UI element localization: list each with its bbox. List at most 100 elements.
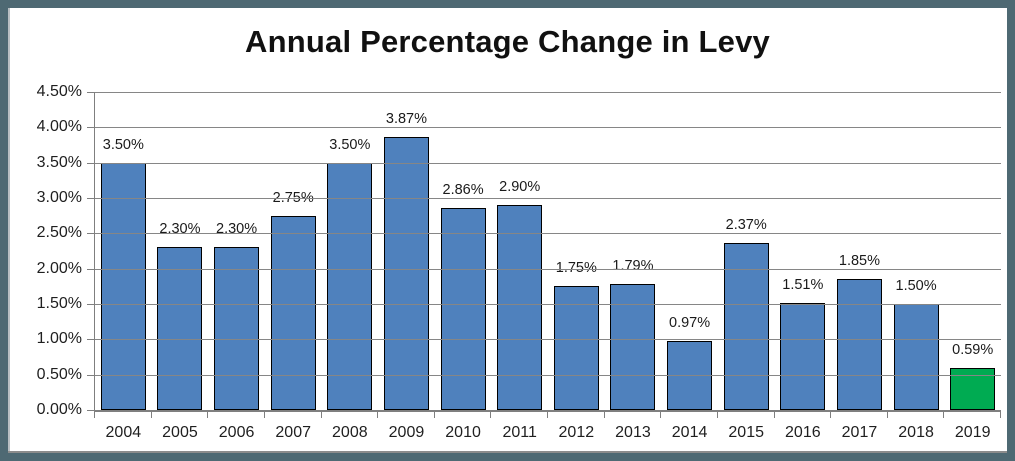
bar-cell-2019: 0.59% — [944, 92, 1001, 410]
bar-value-label: 0.97% — [669, 315, 711, 332]
x-tick-mark — [263, 412, 265, 418]
y-axis-tick-label: 3.00% — [36, 189, 82, 206]
x-axis-tick-label: 2018 — [898, 424, 934, 441]
bar-value-label: 2.37% — [725, 216, 767, 233]
y-tick-mark — [87, 127, 94, 129]
bar-value-label: 1.51% — [782, 277, 824, 294]
bar-2011 — [497, 205, 543, 410]
x-axis-tick-label: 2010 — [445, 424, 481, 441]
bar-value-label: 3.87% — [385, 110, 427, 127]
bar-2005 — [157, 247, 203, 410]
y-axis-tick-label: 2.50% — [36, 224, 82, 242]
bar-cell-2005: 2.30% — [152, 92, 209, 410]
x-tick-mark — [943, 412, 945, 418]
x-tick-mark — [94, 412, 95, 418]
bar-value-label: 1.75% — [555, 260, 597, 277]
x-axis-tick-label: 2004 — [105, 424, 142, 441]
y-axis-tick-label: 2.00% — [36, 259, 82, 277]
x-tick-mark — [1000, 412, 1001, 418]
gridline — [95, 233, 1001, 235]
y-tick-mark — [87, 374, 94, 376]
x-tick-mark — [886, 412, 888, 418]
bar-cell-2006: 2.30% — [208, 92, 265, 410]
bar-2014 — [667, 341, 713, 410]
x-axis-tick-label: 2014 — [671, 424, 708, 441]
bar-2006 — [214, 247, 260, 410]
bar-cell-2012: 1.75% — [548, 92, 605, 410]
gridline — [95, 198, 1001, 199]
x-tick-mark — [377, 412, 379, 418]
bar-series: 3.50% 2.30% 2.30% 2.75% 3.50% 3.87% 2.86% 2.90%… — [95, 92, 1001, 410]
x-tick-mark — [830, 412, 832, 418]
bar-value-label: 2.30% — [216, 221, 258, 238]
x-axis-tick-label: 2008 — [332, 424, 368, 441]
bar-cell-2013: 1.79% — [605, 92, 662, 410]
x-axis-tick-label: 2019 — [954, 424, 991, 441]
y-axis-tick-label: 0.50% — [36, 365, 82, 383]
x-axis-tick-label: 2011 — [502, 424, 537, 441]
gridline — [95, 127, 1001, 129]
bar-2009 — [383, 136, 429, 410]
x-axis-tick-label: 2013 — [615, 424, 651, 441]
y-axis-tick-label: 0.00% — [36, 401, 82, 418]
gridline — [95, 92, 1001, 93]
y-axis: 4.50% 4.00% 3.50% 3.00% 2.50% 2.00% 1.50% 1.00%… — [8, 83, 82, 418]
x-axis-tick-label: 2005 — [162, 424, 198, 441]
gridline — [95, 268, 1001, 270]
bar-cell-2016: 1.51% — [775, 92, 832, 410]
bar-value-label: 2.86% — [442, 181, 484, 198]
bar-2007 — [270, 215, 316, 410]
y-tick-mark — [87, 198, 94, 199]
gridline — [95, 162, 1001, 164]
bar-cell-2008: 3.50% — [322, 92, 379, 410]
bar-2018 — [893, 304, 939, 410]
x-tick-mark — [207, 412, 209, 418]
gridline — [95, 339, 1001, 341]
x-tick-mark — [773, 412, 775, 418]
x-axis-tick-label: 2006 — [218, 424, 255, 441]
x-tick-mark — [490, 412, 492, 418]
bar-2013 — [610, 283, 656, 410]
y-tick-mark — [87, 162, 94, 164]
bar-cell-2007: 2.75% — [265, 92, 322, 410]
x-axis-tick-label: 2015 — [728, 424, 764, 441]
x-axis: 2004 2005 2006 2007 2008 2009 2010 2011 2012 2013… — [95, 424, 1001, 442]
plot-area: 3.50% 2.30% 2.30% 2.75% 3.50% 3.87% 2.86% 2.90%… — [87, 92, 1001, 418]
bar-value-label: 0.59% — [952, 342, 994, 359]
bar-2017 — [836, 279, 882, 410]
bar-value-label: 2.30% — [159, 221, 201, 238]
bar-value-label: 3.50% — [102, 136, 144, 153]
bar-value-label: 2.90% — [499, 179, 541, 196]
x-tick-mark — [433, 412, 435, 418]
y-axis-tick-label: 1.00% — [36, 330, 82, 348]
bar-cell-2004: 3.50% — [95, 92, 152, 410]
x-axis-tick-label: 2012 — [558, 424, 595, 441]
x-tick-mark — [150, 412, 152, 418]
bar-2010 — [440, 207, 486, 410]
x-axis-tick-label: 2016 — [785, 424, 821, 441]
bar-2016 — [780, 303, 826, 410]
bar-2015 — [723, 242, 769, 410]
bar-value-label: 3.50% — [329, 136, 371, 153]
y-tick-mark — [87, 233, 94, 235]
x-tick-mark — [603, 412, 605, 418]
bar-value-label: 2.75% — [272, 189, 314, 206]
bar-value-label: 1.79% — [612, 257, 654, 274]
bar-2008 — [327, 162, 373, 410]
y-tick-mark — [87, 92, 94, 93]
y-tick-mark — [87, 304, 94, 305]
bar-2004 — [100, 162, 146, 410]
bar-cell-2011: 2.90% — [491, 92, 548, 410]
x-tick-mark — [660, 412, 662, 418]
x-tick-mark — [547, 412, 548, 418]
x-axis-tick-label: 2017 — [841, 424, 878, 441]
gridline — [95, 374, 1001, 376]
bar-cell-2015: 2.37% — [718, 92, 775, 410]
y-axis-tick-label: 1.50% — [36, 295, 82, 312]
x-tick-mark — [320, 412, 322, 418]
chart-title: Annual Percentage Change in Levy — [245, 24, 770, 59]
gridline — [95, 304, 1001, 305]
y-axis-tick-label: 4.00% — [36, 118, 82, 136]
y-tick-mark — [87, 339, 94, 341]
